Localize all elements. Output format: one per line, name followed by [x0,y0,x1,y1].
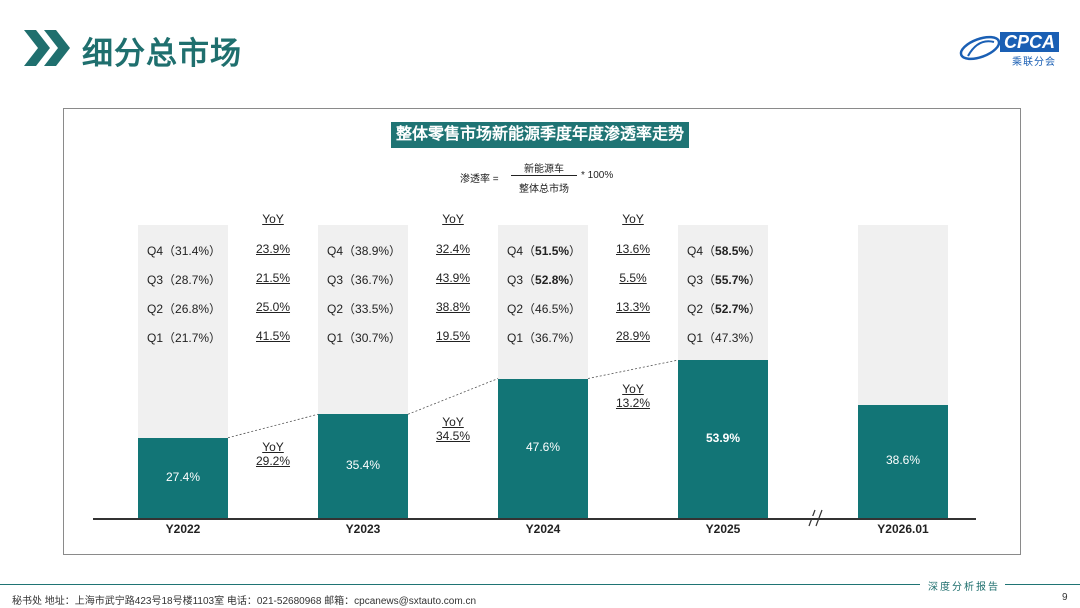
formula-numerator: 新能源车 [524,164,564,175]
bar-Y2023 [318,414,408,518]
x-tick-label: Y2024 [525,522,561,536]
quarter-yoy-header: YoY [442,212,464,226]
quarter-label: Q3（36.7%） [327,273,402,287]
annual-yoy-label: YoY 34.5% [435,415,471,443]
x-tick-label: Y2026.01 [877,522,929,536]
logo-text: CPCA [1000,32,1060,52]
quarter-yoy-value: 13.3% [615,300,651,314]
x-axis [93,518,976,520]
bar-Y2026.01 [858,404,948,518]
page-number: 9 [1062,592,1068,603]
footer-contact: 秘书处 地址：上海市武宁路423号18号楼1103室 电话：021-526809… [12,596,477,607]
formula-rhs: * 100% [581,170,614,181]
formula-denominator: 整体总市场 [519,184,569,195]
formula-lhs: 渗透率 = [460,174,499,185]
footer-divider-left [0,584,920,585]
quarter-label: Q4（58.5%） [687,244,762,258]
quarter-yoy-value: 19.5% [435,329,471,343]
quarter-label: Q2（26.8%） [147,302,222,316]
bar-value-label: 35.4% [345,458,381,473]
x-tick-label: Y2025 [705,522,741,536]
quarter-yoy-value: 21.5% [255,271,291,285]
bar-value-label: 27.4% [165,469,201,484]
quarter-label: Q4（51.5%） [507,244,582,258]
x-tick-label: Y2023 [345,522,381,536]
quarter-label: Q3（28.7%） [147,273,222,287]
bar-Y2024 [498,378,588,518]
quarter-yoy-value: 13.6% [615,242,651,256]
quarter-yoy-value: 28.9% [615,329,651,343]
quarter-yoy-value: 5.5% [619,271,647,285]
quarter-label: Q3（52.8%） [507,273,582,287]
quarter-label: Q1（30.7%） [327,331,402,345]
cpca-logo-icon [959,35,1001,61]
logo-subtitle: 乘联分会 [1012,57,1056,68]
x-tick-label: Y2022 [165,522,201,536]
yoy-connector-line [407,378,499,415]
quarter-yoy-value: 43.9% [435,271,471,285]
bar-value-label: 47.6% [525,440,561,455]
yoy-connector-line [587,359,679,379]
quarter-yoy-header: YoY [262,212,284,226]
quarter-yoy-value: 23.9% [255,242,291,256]
page-title: 细分总市场 [82,36,242,71]
bar-Y2022 [138,437,228,518]
quarter-yoy-value: 41.5% [255,329,291,343]
quarter-label: Q2（33.5%） [327,302,402,316]
quarter-yoy-value: 32.4% [435,242,471,256]
quarter-label: Q2（46.5%） [507,302,582,316]
double-chevron-icon [24,30,70,66]
quarter-label: Q1（36.7%） [507,331,582,345]
bar-value-label: 38.6% [885,453,921,468]
chart-title: 整体零售市场新能源季度年度渗透率走势 [391,122,689,148]
quarter-label: Q1（21.7%） [147,331,222,345]
quarter-label: Q1（47.3%） [687,331,762,345]
bar-value-label: 53.9% [705,431,741,446]
quarter-label: Q4（31.4%） [147,244,222,258]
annual-yoy-label: YoY 29.2% [255,440,291,468]
formula-fraction-line [511,175,577,176]
quarter-yoy-header: YoY [622,212,644,226]
footer-divider-right [1005,584,1080,585]
annual-yoy-label: YoY 13.2% [615,382,651,410]
quarter-label: Q4（38.9%） [327,244,402,258]
quarter-yoy-value: 25.0% [255,300,291,314]
quarter-label: Q3（55.7%） [687,273,762,287]
bar-Y2025 [678,360,768,518]
quarter-yoy-value: 38.8% [435,300,471,314]
yoy-connector-line [227,413,319,439]
footer-tag: 深度分析报告 [928,582,1000,593]
quarter-label: Q2（52.7%） [687,302,762,316]
